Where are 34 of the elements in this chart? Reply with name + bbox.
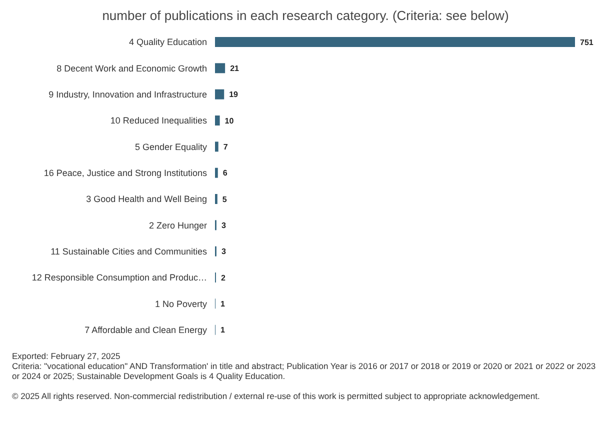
text: Exported: February 27, 2025 [12, 351, 122, 361]
data-label: 3 [221, 247, 226, 256]
bar [215, 142, 218, 152]
y-tick-label: 4 Quality Education [128, 37, 207, 48]
data-label: 3 [221, 221, 226, 230]
y-tick-label: 16 Peace, Justice and Strong Institutions [44, 168, 208, 178]
y-tick-label: 12 Responsible Consumption and Produc… [32, 272, 207, 283]
y-tick-label: 8 Decent Work and Economic Growth [56, 63, 207, 74]
y-tick-label: 10 Reduced Inequalities [110, 116, 208, 126]
y-tick-label: 9 Industry, Innovation and Infrastructure [48, 89, 207, 100]
data-label: 21 [230, 64, 240, 74]
y-tick-label: 2 Zero Hunger [148, 220, 207, 230]
y-tick-label: 11 Sustainable Cities and Communities [50, 246, 208, 256]
data-label: 5 [222, 194, 228, 204]
bar [215, 168, 218, 178]
y-tick-label: 5 Gender Equality [134, 142, 208, 152]
data-label: 7 [223, 142, 228, 152]
data-label: 2 [220, 273, 226, 282]
data-label: 1 [220, 300, 226, 309]
data-label: 10 [224, 116, 234, 126]
y-tick-label: 3 Good Health and Well Being [86, 194, 207, 204]
bar [215, 63, 226, 74]
chart-title: number of publications in each research category. (Criteria: see below) [101, 8, 510, 23]
data-label: 6 [222, 168, 228, 178]
data-label: 1 [220, 326, 226, 335]
bar [215, 116, 220, 126]
y-tick-label: 7 Affordable and Clean Energy [84, 324, 208, 335]
data-label: 19 [229, 90, 239, 100]
bar [215, 37, 575, 47]
text: © 2025 All rights reserved. Non-commercial redistribution / external re-use of this work is permitted subject to appropriate acknowledgement. [12, 391, 541, 401]
text: Criteria: "vocational education" AND Transformation' in title and abstract; Publication Year is 2016 or 2017 or 2018 or 2019 or 2020 or 2021 or 2022 or 2023 or 2024 or 2025; Sustainable Development Goals is 4 Quality Education. [12, 361, 597, 381]
data-label: 751 [580, 38, 594, 47]
y-tick-label: 1 No Poverty [154, 298, 208, 309]
bar [215, 89, 224, 100]
